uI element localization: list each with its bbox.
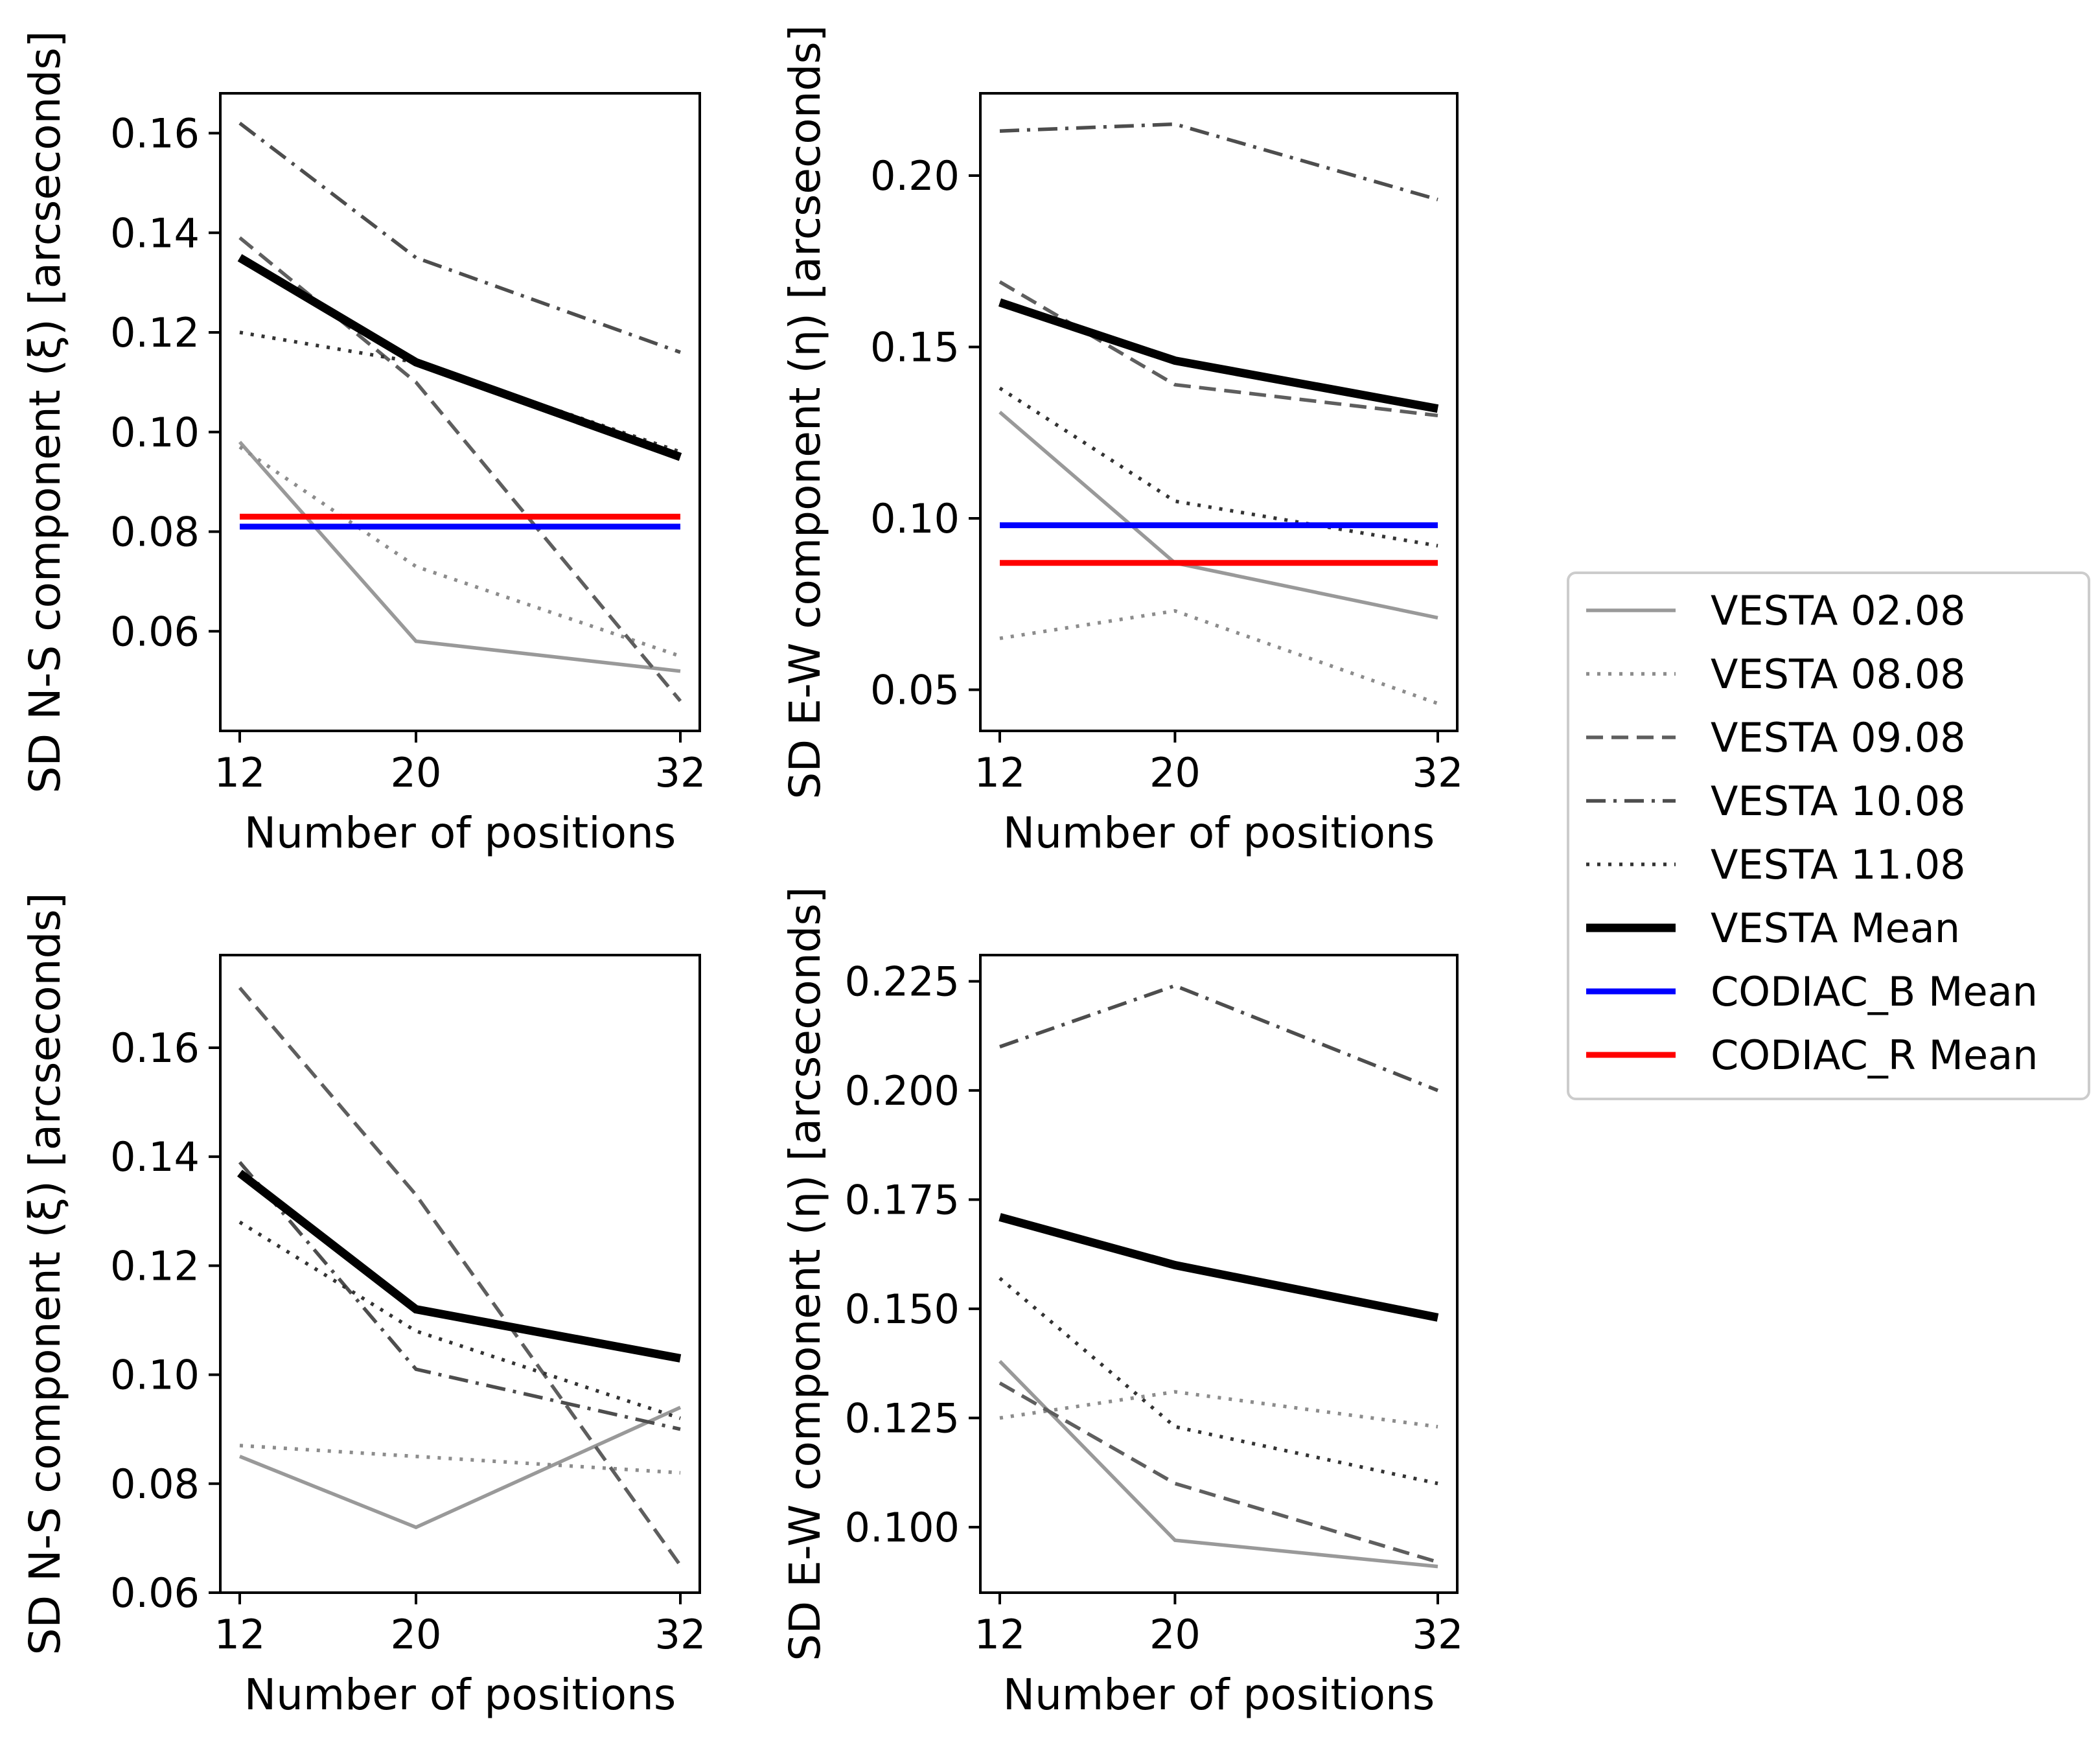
x-tick-label: 32 xyxy=(655,749,706,796)
x-axis-label: Number of positions xyxy=(1003,808,1435,858)
x-axis-label: Number of positions xyxy=(1003,1670,1435,1720)
y-axis-label: SD E-W component (η) [arcseconds] xyxy=(780,25,830,799)
legend-label-codiac-b-mean: CODIAC_B Mean xyxy=(1711,968,2038,1015)
plot-area xyxy=(237,986,682,1567)
y-tick-label: 0.14 xyxy=(110,1133,200,1181)
x-tick-label: 20 xyxy=(1149,1611,1201,1658)
x-tick-label: 20 xyxy=(391,1611,442,1658)
axes-frame xyxy=(219,92,701,732)
series-line-vesta-02-08 xyxy=(998,1359,1438,1569)
y-tick-label: 0.175 xyxy=(845,1176,960,1223)
series-line-vesta-02-08 xyxy=(238,1405,682,1530)
subplot-bottom-left: 12 20 32 0.06 0.08 0.10 0.12 0.14 0.16 Number of … xyxy=(20,892,706,1720)
series-line-vesta-10-08 xyxy=(999,122,1438,202)
y-tick-label: 0.06 xyxy=(110,608,200,655)
y-tick-label: 0.08 xyxy=(110,509,200,556)
legend-label-vesta-10-08: VESTA 10.08 xyxy=(1711,778,1966,825)
series-line-vesta-02-08 xyxy=(238,441,681,673)
series-line-vesta-09-08 xyxy=(998,1381,1438,1564)
y-tick-label: 0.125 xyxy=(845,1394,960,1442)
series-line-vesta-11-08 xyxy=(998,386,1438,548)
series-line-vesta-mean xyxy=(998,1213,1439,1322)
x-axis-label: Number of positions xyxy=(244,808,676,858)
legend-label-vesta-08-08: VESTA 08.08 xyxy=(1711,651,1966,698)
legend-frame xyxy=(1567,571,2090,1100)
subplot-bottom-right: 12 20 32 0.100 0.125 0.150 0.175 0.200 0.225 Numb… xyxy=(780,886,1463,1720)
series-line-vesta-mean xyxy=(998,298,1439,413)
legend-label-vesta-09-08: VESTA 09.08 xyxy=(1711,714,1966,761)
x-tick-label: 12 xyxy=(975,1611,1026,1658)
series-line-vesta-10-08 xyxy=(238,1160,681,1431)
series-line-vesta-10-08 xyxy=(999,984,1439,1092)
y-tick-label: 0.15 xyxy=(870,323,960,371)
series-line-vesta-08-08 xyxy=(999,1390,1438,1429)
series-line-vesta-11-08 xyxy=(998,1276,1438,1486)
y-tick-label: 0.10 xyxy=(110,1352,200,1399)
y-tick-label: 0.06 xyxy=(110,1569,200,1617)
x-tick-label: 12 xyxy=(214,749,266,796)
y-tick-label: 0.10 xyxy=(870,495,960,542)
subplot-grid: 12 20 32 0.06 0.08 0.10 0.12 0.14 0.16 Number of … xyxy=(20,25,1463,1720)
legend-label-vesta-11-08: VESTA 11.08 xyxy=(1711,841,1966,888)
series-line-vesta-11-08 xyxy=(238,1220,681,1420)
x-tick-label: 20 xyxy=(391,749,442,796)
y-tick-label: 0.200 xyxy=(845,1067,960,1114)
plot-area xyxy=(237,121,682,702)
x-tick-label: 12 xyxy=(975,749,1026,796)
legend-label-vesta-mean: VESTA Mean xyxy=(1711,905,1960,952)
series-line-vesta-08-08 xyxy=(999,608,1438,706)
y-axis-label: SD N-S component (ξ) [arcseconds] xyxy=(20,892,70,1655)
y-tick-label: 0.16 xyxy=(110,1024,200,1072)
y-tick-label: 0.10 xyxy=(110,409,200,456)
axes-frame xyxy=(979,954,1459,1594)
x-tick-label: 12 xyxy=(214,1611,266,1658)
y-tick-label: 0.20 xyxy=(870,152,960,200)
y-tick-label: 0.16 xyxy=(110,110,200,157)
y-tick-label: 0.150 xyxy=(845,1286,960,1333)
legend-label-vesta-02-08: VESTA 02.08 xyxy=(1711,587,1966,634)
y-tick-label: 0.08 xyxy=(110,1460,200,1508)
y-axis-label: SD E-W component (η) [arcseconds] xyxy=(780,886,830,1661)
series-line-vesta-08-08 xyxy=(238,445,681,658)
series-line-vesta-09-08 xyxy=(998,280,1438,418)
series-line-vesta-mean xyxy=(237,254,682,461)
y-tick-label: 0.100 xyxy=(845,1504,960,1551)
x-tick-label: 32 xyxy=(1413,749,1464,796)
axes-frame xyxy=(219,954,701,1594)
plot-area xyxy=(998,984,1439,1569)
plot-area xyxy=(998,122,1439,706)
x-tick-label: 32 xyxy=(1413,1611,1464,1658)
y-tick-label: 0.225 xyxy=(845,958,960,1005)
y-tick-label: 0.05 xyxy=(870,667,960,714)
series-line-vesta-09-08 xyxy=(238,986,682,1567)
subplot-top-left: 12 20 32 0.06 0.08 0.10 0.12 0.14 0.16 Number of … xyxy=(20,30,706,858)
legend-label-codiac-r-mean: CODIAC_R Mean xyxy=(1711,1032,2038,1079)
x-tick-label: 20 xyxy=(1149,749,1201,796)
series-line-vesta-09-08 xyxy=(238,236,682,702)
subplot-top-right: 12 20 32 0.05 0.10 0.15 0.20 Number of position… xyxy=(780,25,1463,858)
axes-frame xyxy=(979,92,1459,732)
series-line-vesta-08-08 xyxy=(239,1444,681,1475)
y-tick-label: 0.12 xyxy=(110,1242,200,1289)
series-line-vesta-mean xyxy=(237,1170,682,1363)
legend: VESTA 02.08 VESTA 08.08 VESTA 09.08 VESTA 1… xyxy=(1567,571,2090,1100)
y-axis-label: SD N-S component (ξ) [arcseconds] xyxy=(20,30,70,793)
x-axis-label: Number of positions xyxy=(244,1670,676,1720)
x-tick-label: 32 xyxy=(655,1611,706,1658)
y-tick-label: 0.14 xyxy=(110,209,200,257)
y-tick-label: 0.12 xyxy=(110,309,200,356)
